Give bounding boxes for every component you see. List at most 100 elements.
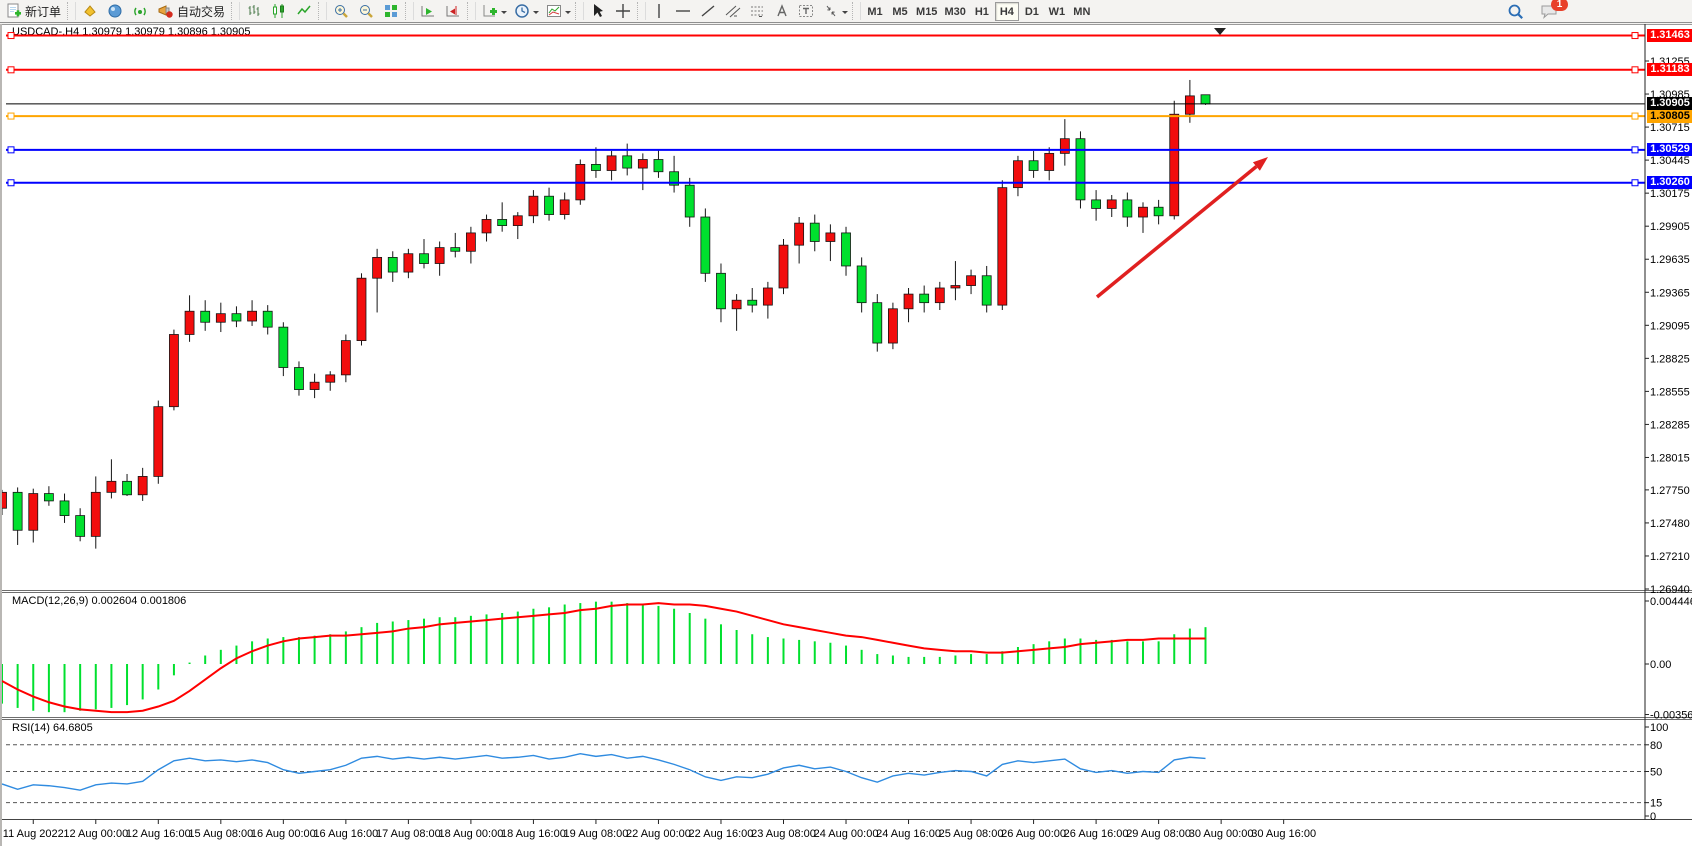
fibonacci-button[interactable] xyxy=(746,1,770,21)
trend-arrow[interactable] xyxy=(1095,157,1268,299)
zoom-in-button[interactable] xyxy=(329,1,353,21)
timeframe-button-h4[interactable]: H4 xyxy=(994,1,1019,21)
timeframe-button-m5[interactable]: M5 xyxy=(888,2,912,21)
timeframe-button-h1[interactable]: H1 xyxy=(970,2,994,21)
market-button[interactable] xyxy=(78,1,102,21)
text-label-button[interactable] xyxy=(794,1,818,21)
equidistant-channel-button[interactable] xyxy=(721,1,745,21)
text-button[interactable] xyxy=(771,1,793,21)
price-tick-label: 1.28285 xyxy=(1650,419,1690,431)
bar-chart-icon xyxy=(246,3,262,19)
candle-down xyxy=(716,272,726,310)
price-axis[interactable]: 1.312551.309851.307151.304451.301751.299… xyxy=(1645,56,1692,823)
vps-button[interactable] xyxy=(128,1,152,21)
search-icon xyxy=(1507,3,1524,20)
line-anchor-marker[interactable] xyxy=(1631,112,1639,120)
rsi-tick-label: 80 xyxy=(1650,740,1662,752)
price-line-badge: 1.30805 xyxy=(1647,109,1692,123)
candle-down xyxy=(387,256,398,273)
candle-down xyxy=(262,310,273,328)
candle-down xyxy=(231,313,242,322)
timeframe-button-m1[interactable]: M1 xyxy=(863,2,887,21)
timeframe-button-d1[interactable]: D1 xyxy=(1020,2,1044,21)
candle-up xyxy=(888,308,898,344)
price-line-badge: 1.31463 xyxy=(1647,29,1692,43)
time-tick-label: 30 Aug 16:00 xyxy=(1251,828,1316,840)
trendline-button[interactable] xyxy=(696,1,720,21)
pane-separator[interactable] xyxy=(2,590,1692,593)
line-anchor-marker[interactable] xyxy=(1631,146,1639,154)
rsi-level-lines xyxy=(6,744,1645,804)
price-tick-label: 1.29905 xyxy=(1650,221,1690,233)
cursor-button[interactable] xyxy=(586,1,610,21)
indicators-button[interactable] xyxy=(478,1,509,21)
timeframe-button-w1[interactable]: W1 xyxy=(1045,2,1069,21)
line-anchor-marker[interactable] xyxy=(7,179,15,187)
line-anchor-marker[interactable] xyxy=(7,32,15,40)
rsi-line xyxy=(2,752,1206,791)
bar-chart-button[interactable] xyxy=(242,1,266,21)
candle-down xyxy=(684,184,695,218)
line-anchor-marker[interactable] xyxy=(7,112,15,120)
templates-button[interactable] xyxy=(542,1,573,21)
price-tick-label: 1.28555 xyxy=(1650,386,1690,398)
line-chart-button[interactable] xyxy=(292,1,316,21)
line-anchor-marker[interactable] xyxy=(7,146,15,154)
notifications-button[interactable]: 1 xyxy=(1536,0,1568,21)
signals-button[interactable] xyxy=(103,1,127,21)
periods-button[interactable] xyxy=(510,1,541,21)
candle-down xyxy=(12,491,23,531)
line-anchor-marker[interactable] xyxy=(1631,66,1639,74)
trend-arrow-head[interactable] xyxy=(1252,157,1268,171)
crosshair-button[interactable] xyxy=(611,1,635,21)
candles xyxy=(2,79,1211,549)
candle-up xyxy=(356,277,367,342)
time-tick-label: 30 Aug 00:00 xyxy=(1189,828,1254,840)
auto-scroll-icon xyxy=(420,3,436,19)
candle-down xyxy=(1075,138,1086,201)
text-icon xyxy=(775,3,789,19)
timeframe-button-mn[interactable]: MN xyxy=(1070,2,1094,21)
price-tick-label: 1.30175 xyxy=(1650,188,1690,200)
search-button[interactable] xyxy=(1503,1,1528,21)
rsi-tick-label: 100 xyxy=(1650,722,1668,734)
line-anchor-marker[interactable] xyxy=(1631,179,1639,187)
trend-arrow-shaft[interactable] xyxy=(1095,165,1258,299)
zoom-out-button[interactable] xyxy=(354,1,378,21)
signals-icon xyxy=(107,3,123,19)
chart-shift-button[interactable] xyxy=(441,1,465,21)
line-anchor-marker[interactable] xyxy=(1631,32,1639,40)
candle-down xyxy=(700,216,711,274)
zoom-out-icon xyxy=(358,3,374,19)
candle-up xyxy=(559,199,570,215)
pane-separator[interactable] xyxy=(2,717,1692,720)
timeframe-button-m15[interactable]: M15 xyxy=(913,2,940,21)
candlestick-chart-button[interactable] xyxy=(267,1,291,21)
price-chart[interactable]: 1.312551.309851.307151.304451.301751.299… xyxy=(2,24,1692,846)
candle-down xyxy=(856,265,867,304)
autotrading-button[interactable]: 自动交易 xyxy=(153,1,229,21)
price-tick-label: 1.30445 xyxy=(1650,155,1690,167)
autotrading-icon xyxy=(157,3,174,19)
rsi-label: RSI(14) 64.6805 xyxy=(12,722,93,734)
line-anchor-marker[interactable] xyxy=(7,66,15,74)
candle-up xyxy=(1059,138,1070,154)
time-tick-label: 12 Aug 00:00 xyxy=(63,828,128,840)
candle-up xyxy=(528,195,539,217)
time-tick-label: 29 Aug 08:00 xyxy=(1126,828,1191,840)
arrows-button[interactable] xyxy=(819,1,850,21)
horizontal-line-button[interactable] xyxy=(671,1,695,21)
time-tick-label: 16 Aug 16:00 xyxy=(313,828,378,840)
macd-signal-line xyxy=(2,602,1206,714)
new-order-button[interactable]: 新订单 xyxy=(2,1,65,21)
toolbar-right-group: 1 xyxy=(1503,0,1568,21)
chart-shift-marker[interactable] xyxy=(1214,28,1226,35)
time-tick-label: 19 Aug 08:00 xyxy=(564,828,629,840)
candle-up xyxy=(966,275,976,286)
candle-up xyxy=(403,253,414,273)
tile-windows-button[interactable] xyxy=(379,1,403,21)
vertical-line-button[interactable] xyxy=(648,1,670,21)
timeframe-button-m30[interactable]: M30 xyxy=(941,2,968,21)
auto-scroll-button[interactable] xyxy=(416,1,440,21)
